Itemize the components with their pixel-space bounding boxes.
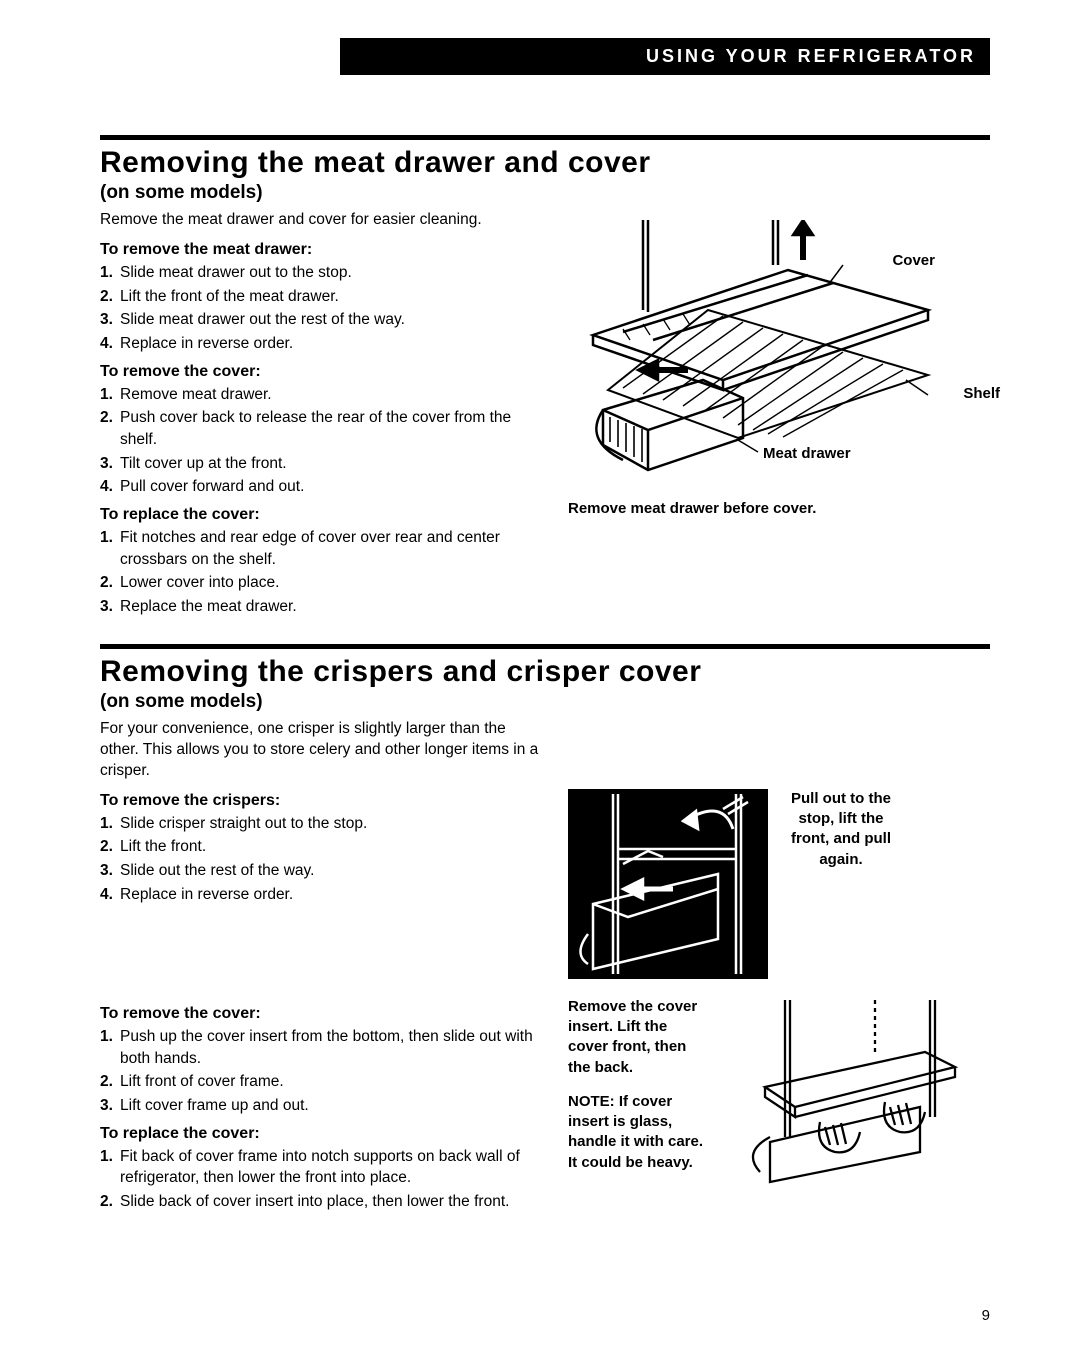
section2a-left: For your convenience, one crisper is sli… — [100, 719, 540, 979]
step-text: Push cover back to release the rear of t… — [120, 409, 511, 448]
crisper-figure-2 — [730, 997, 990, 1221]
step-text: Lift front of cover frame. — [120, 1073, 284, 1090]
side-caption-1: Pull out to the stop, lift the front, an… — [786, 789, 896, 870]
section1-title: Removing the meat drawer and cover — [100, 146, 990, 180]
step-text: Pull cover forward and out. — [120, 478, 304, 495]
step-text: Slide crisper straight out to the stop. — [120, 815, 367, 832]
fig-label-cover: Cover — [892, 252, 935, 269]
s2-steps3: 1.Fit back of cover frame into notch sup… — [100, 1146, 540, 1213]
step-text: Tilt cover up at the front. — [120, 455, 287, 472]
section2-intro: For your convenience, one crisper is sli… — [100, 719, 540, 782]
step-text: Lower cover into place. — [120, 574, 279, 591]
list-item: 2.Slide back of cover insert into place,… — [100, 1191, 540, 1213]
section2-title: Removing the crispers and crisper cover — [100, 655, 990, 689]
cover-insert-illustration-icon — [730, 997, 960, 1187]
figure-meat-drawer: Cover Shelf Meat drawer — [568, 220, 990, 480]
steps1-list: 1.Slide meat drawer out to the stop. 2.L… — [100, 262, 540, 355]
sub2-head: To remove the cover: — [100, 363, 540, 381]
section1-intro: Remove the meat drawer and cover for eas… — [100, 210, 540, 231]
list-item: 3.Replace the meat drawer. — [100, 596, 540, 618]
list-item: 3.Slide meat drawer out the rest of the … — [100, 309, 540, 331]
list-item: 2.Lift the front of the meat drawer. — [100, 286, 540, 308]
rule-divider — [100, 135, 990, 140]
steps2-list: 1.Remove meat drawer. 2.Push cover back … — [100, 384, 540, 498]
step-text: Fit notches and rear edge of cover over … — [120, 529, 500, 568]
step-text: Lift the front. — [120, 838, 206, 855]
list-item: 1.Push up the cover insert from the bott… — [100, 1026, 540, 1069]
list-item: 1.Slide meat drawer out to the stop. — [100, 262, 540, 284]
fig1-caption: Remove meat drawer before cover. — [568, 500, 990, 517]
sub1-head: To remove the meat drawer: — [100, 241, 540, 259]
s2-sub2: To remove the cover: — [100, 1005, 540, 1023]
step-text: Slide back of cover insert into place, t… — [120, 1193, 509, 1210]
list-item: 2.Lower cover into place. — [100, 572, 540, 594]
list-item: 4.Pull cover forward and out. — [100, 476, 540, 498]
s2-steps1: 1.Slide crisper straight out to the stop… — [100, 813, 540, 906]
steps3-list: 1.Fit notches and rear edge of cover ove… — [100, 527, 540, 618]
section2a-right: Pull out to the stop, lift the front, an… — [568, 719, 990, 979]
s2-sub3: To replace the cover: — [100, 1125, 540, 1143]
list-item: 2.Push cover back to release the rear of… — [100, 407, 540, 450]
fig-label-drawer: Meat drawer — [763, 445, 851, 462]
step-text: Fit back of cover frame into notch suppo… — [120, 1148, 520, 1187]
s2-sub1: To remove the crispers: — [100, 792, 540, 810]
section2-subtitle: (on some models) — [100, 691, 990, 713]
list-item: 3.Slide out the rest of the way. — [100, 860, 540, 882]
section1-left-column: Remove the meat drawer and cover for eas… — [100, 210, 540, 626]
side-caption-2: Remove the cover insert. Lift the cover … — [568, 997, 708, 1078]
sub3-head: To replace the cover: — [100, 506, 540, 524]
section2-body-b: To remove the cover: 1.Push up the cover… — [100, 997, 990, 1221]
crisper-illustration-icon — [568, 789, 768, 979]
section1-figure-area: Cover Shelf Meat drawer Remove meat draw… — [568, 210, 990, 626]
list-item: 1.Fit back of cover frame into notch sup… — [100, 1146, 540, 1189]
fig-label-shelf: Shelf — [963, 385, 1000, 402]
list-item: 1.Remove meat drawer. — [100, 384, 540, 406]
step-text: Push up the cover insert from the bottom… — [120, 1028, 533, 1067]
step-text: Slide out the rest of the way. — [120, 862, 314, 879]
list-item: 4.Replace in reverse order. — [100, 884, 540, 906]
section2-body-a: For your convenience, one crisper is sli… — [100, 719, 990, 979]
step-text: Replace in reverse order. — [120, 886, 293, 903]
step-text: Remove meat drawer. — [120, 386, 272, 403]
list-item: 2.Lift the front. — [100, 836, 540, 858]
list-item: 3.Tilt cover up at the front. — [100, 453, 540, 475]
header-bar: USING YOUR REFRIGERATOR — [340, 38, 990, 75]
side-text-column: Remove the cover insert. Lift the cover … — [568, 997, 708, 1221]
step-text: Replace the meat drawer. — [120, 598, 297, 615]
list-item: 3.Lift cover frame up and out. — [100, 1095, 540, 1117]
section1-body: Remove the meat drawer and cover for eas… — [100, 210, 990, 626]
step-text: Slide meat drawer out the rest of the wa… — [120, 311, 405, 328]
list-item: 1.Slide crisper straight out to the stop… — [100, 813, 540, 835]
crisper-figure-1 — [568, 789, 768, 979]
list-item: 4.Replace in reverse order. — [100, 333, 540, 355]
section1-subtitle: (on some models) — [100, 182, 990, 204]
note-text: NOTE: If cover insert is glass, handle i… — [568, 1092, 708, 1173]
step-text: Slide meat drawer out to the stop. — [120, 264, 352, 281]
section2b-left: To remove the cover: 1.Push up the cover… — [100, 997, 540, 1221]
step-text: Replace in reverse order. — [120, 335, 293, 352]
page-number: 9 — [982, 1307, 990, 1324]
list-item: 2.Lift front of cover frame. — [100, 1071, 540, 1093]
s2-steps2: 1.Push up the cover insert from the bott… — [100, 1026, 540, 1117]
step-text: Lift the front of the meat drawer. — [120, 288, 339, 305]
section2b-right: Remove the cover insert. Lift the cover … — [568, 997, 990, 1221]
rule-divider — [100, 644, 990, 649]
list-item: 1.Fit notches and rear edge of cover ove… — [100, 527, 540, 570]
step-text: Lift cover frame up and out. — [120, 1097, 309, 1114]
